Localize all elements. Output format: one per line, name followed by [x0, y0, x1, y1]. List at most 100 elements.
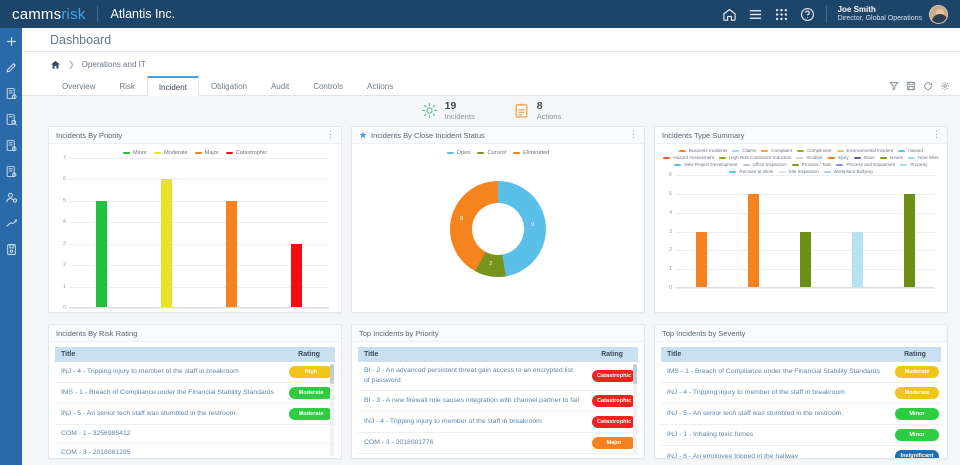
- legend-item[interactable]: Environmental Incident: [836, 148, 893, 153]
- archive-icon[interactable]: [5, 243, 18, 256]
- row-title[interactable]: INJ - 4 - Tripping injury to member of t…: [661, 382, 889, 405]
- legend-item[interactable]: Office Inspection: [742, 162, 787, 167]
- row-title[interactable]: COM - 3 - 2018081295: [55, 443, 283, 458]
- table-row[interactable]: INJ - 5 - An senior tech staff was stumb…: [661, 403, 941, 426]
- table-row[interactable]: BI - 3 - A new firewall rule causes inte…: [358, 390, 638, 412]
- legend-item[interactable]: Issues: [879, 155, 903, 160]
- home-breadcrumb-icon[interactable]: [50, 59, 61, 70]
- table-scroll-area[interactable]: INJ - 4 - Tripping injury to member of t…: [55, 362, 335, 458]
- tab-controls[interactable]: Controls: [313, 81, 343, 91]
- scrollbar-thumb[interactable]: [330, 364, 334, 384]
- people-icon[interactable]: [5, 191, 18, 204]
- help-icon[interactable]: [800, 7, 815, 22]
- legend-item[interactable]: High Risk Contractor Induction: [719, 155, 791, 160]
- kpi-actions[interactable]: 8 Actions: [513, 100, 561, 121]
- legend-item[interactable]: Eliminated: [513, 150, 549, 156]
- legend-item[interactable]: Hazard: [898, 148, 923, 153]
- legend-item[interactable]: Complaint: [761, 148, 792, 153]
- legend-item[interactable]: Business Incidents: [678, 148, 727, 153]
- tab-risk[interactable]: Risk: [119, 81, 135, 91]
- legend-item[interactable]: Claims: [732, 148, 756, 153]
- scrollbar-track[interactable]: [633, 364, 637, 455]
- scrollbar-thumb[interactable]: [633, 364, 637, 384]
- scrollbar-track[interactable]: [330, 364, 334, 456]
- column-rating[interactable]: Rating: [283, 347, 335, 362]
- status-badge[interactable]: Catastrophic: [592, 394, 637, 407]
- tab-audit[interactable]: Audit: [270, 81, 290, 91]
- row-title[interactable]: INJ - 4 - Tripping injury to member of t…: [55, 362, 283, 384]
- legend-item[interactable]: Catastrophic: [225, 150, 267, 156]
- column-title[interactable]: Title: [358, 347, 586, 362]
- row-title[interactable]: BI - 2 - An advanced persistent threat g…: [358, 362, 586, 391]
- status-badge[interactable]: Minor: [895, 429, 939, 442]
- trend-icon[interactable]: [5, 217, 18, 230]
- register-add-icon[interactable]: [5, 87, 18, 100]
- legend-item[interactable]: Incident: [796, 155, 823, 160]
- menu-icon[interactable]: [748, 7, 763, 22]
- star-icon[interactable]: [359, 131, 367, 139]
- table-row[interactable]: BI - 2 - An advanced persistent threat g…: [358, 362, 638, 391]
- column-title[interactable]: Title: [661, 347, 889, 362]
- legend-item[interactable]: Recover at Work: [729, 169, 774, 174]
- refresh-icon[interactable]: [923, 81, 933, 91]
- app-logo[interactable]: cammsrisk: [8, 6, 85, 23]
- card-menu-icon[interactable]: ⋮: [629, 129, 638, 140]
- column-title[interactable]: Title: [55, 347, 283, 362]
- legend-item[interactable]: Process / Task: [791, 162, 831, 167]
- legend-item[interactable]: Compliment: [796, 148, 832, 153]
- breadcrumb-current[interactable]: Operations and IT: [81, 59, 146, 69]
- table-row[interactable]: IMS - 1 - Breach of Compliance under the…: [55, 382, 335, 405]
- legend-item[interactable]: Minor: [122, 150, 147, 156]
- status-badge[interactable]: Catastrophic: [592, 415, 637, 428]
- status-badge[interactable]: Minor: [895, 408, 939, 421]
- donut-ring[interactable]: 9 2 8: [450, 181, 546, 277]
- kpi-incidents[interactable]: 19 Incidents: [421, 100, 475, 121]
- table-row[interactable]: COM - 3 - 2018081776 Major: [358, 432, 638, 455]
- tab-actions[interactable]: Actions: [367, 81, 394, 91]
- bar[interactable]: [695, 231, 707, 288]
- status-badge[interactable]: Insignificant: [895, 450, 939, 458]
- status-badge[interactable]: Moderate: [895, 366, 939, 379]
- legend-item[interactable]: Open: [446, 150, 470, 156]
- table-row[interactable]: COM - 1 - 3256985412: [55, 424, 335, 445]
- status-badge[interactable]: Moderate: [289, 387, 333, 400]
- filter-icon[interactable]: [889, 81, 899, 91]
- row-title[interactable]: IMS - 1 - Breach of Compliance under the…: [55, 382, 283, 405]
- bar[interactable]: [903, 193, 915, 288]
- table-row[interactable]: INJ - 4 - Tripping injury to member of t…: [661, 382, 941, 405]
- bar[interactable]: [747, 193, 759, 288]
- add-icon[interactable]: [5, 35, 18, 48]
- legend-item[interactable]: Site Inspection: [778, 169, 819, 174]
- row-title[interactable]: INJ - 6 - An employee tripped in the hal…: [661, 445, 889, 458]
- table-row[interactable]: COM - 3 - 2018081295: [55, 443, 335, 458]
- table-scroll-area[interactable]: BI - 2 - An advanced persistent threat g…: [358, 362, 638, 455]
- tab-incident[interactable]: Incident: [146, 76, 199, 96]
- table-scroll-area[interactable]: IMS - 1 - Breach of Compliance under the…: [661, 362, 941, 458]
- apps-grid-icon[interactable]: [774, 7, 789, 22]
- tab-overview[interactable]: Overview: [62, 81, 96, 91]
- register-info-icon[interactable]: [5, 139, 18, 152]
- status-badge[interactable]: High: [289, 366, 333, 379]
- card-menu-icon[interactable]: ⋮: [326, 129, 335, 140]
- legend-item[interactable]: New Project Development: [674, 162, 738, 167]
- register-settings-icon[interactable]: [5, 165, 18, 178]
- legend-item[interactable]: Current: [477, 150, 506, 156]
- table-row[interactable]: INJ - 5 - An senior tech staff was stumb…: [55, 403, 335, 426]
- bar[interactable]: [851, 231, 863, 288]
- legend-item[interactable]: Hazard Assessment: [663, 155, 714, 160]
- register-search-icon[interactable]: [5, 113, 18, 126]
- legend-item[interactable]: Workplace Bullying: [823, 169, 873, 174]
- status-badge[interactable]: Major: [592, 436, 636, 450]
- table-row[interactable]: INJ - 4 - Tripping injury to member of t…: [55, 362, 335, 384]
- column-rating[interactable]: Rating: [889, 347, 941, 362]
- row-title[interactable]: INJ - 1 - Inhaling toxic fumes: [661, 424, 889, 447]
- status-badge[interactable]: Catastrophic: [592, 369, 637, 382]
- bar[interactable]: [799, 231, 811, 288]
- edit-icon[interactable]: [5, 61, 18, 74]
- bar[interactable]: [161, 179, 172, 308]
- avatar[interactable]: [929, 4, 948, 24]
- bar[interactable]: [96, 200, 107, 308]
- user-profile[interactable]: Joe Smith Director, Global Operations: [838, 4, 948, 24]
- row-title[interactable]: COM - 3 - 2018081776: [358, 432, 586, 455]
- row-title[interactable]: IMS - 1 - Breach of Compliance under the…: [661, 362, 889, 384]
